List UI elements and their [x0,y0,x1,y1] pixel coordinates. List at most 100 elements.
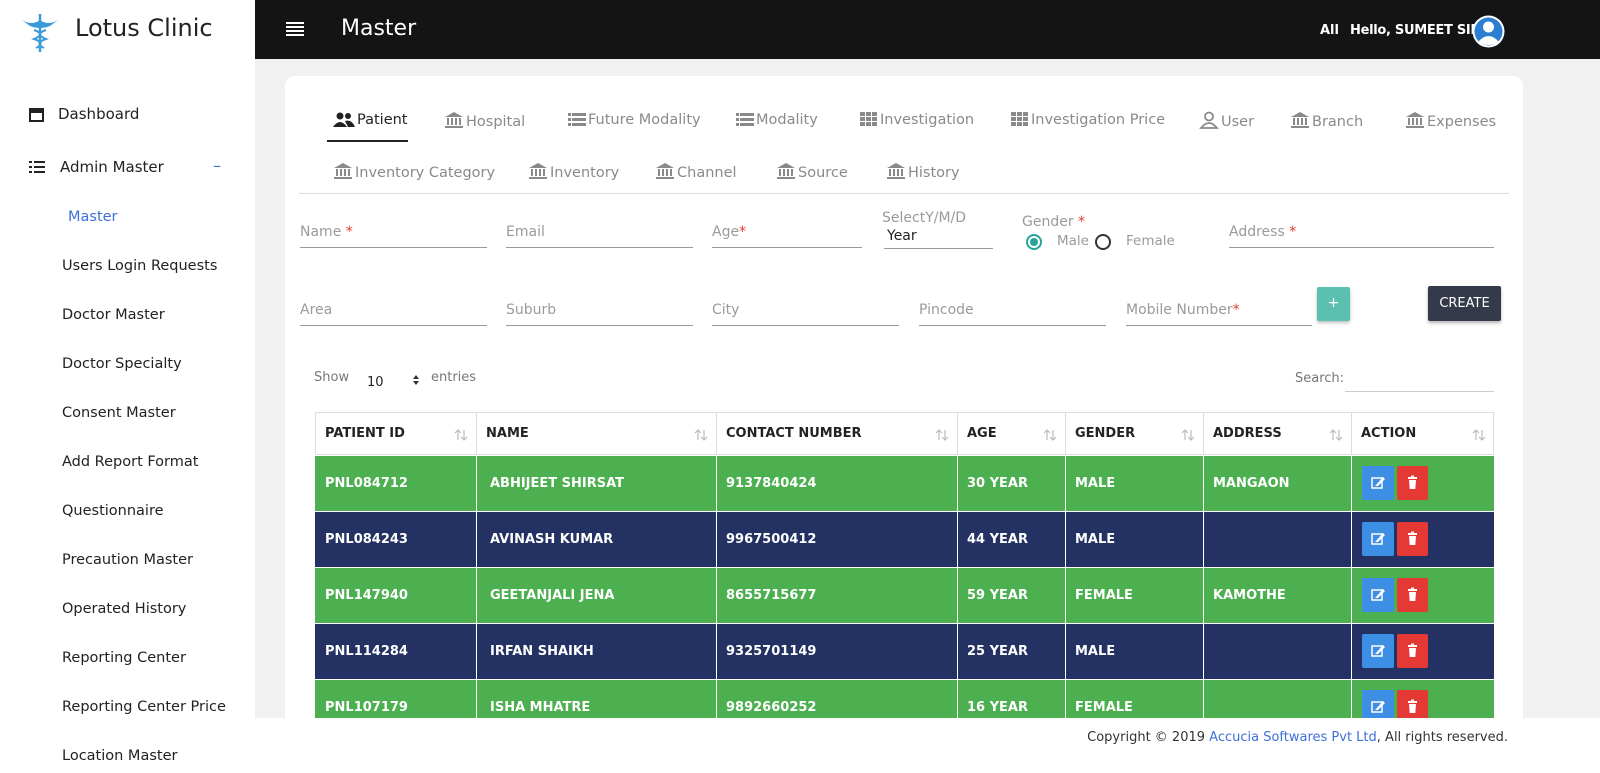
cell-divider [716,456,717,511]
required-mark: * [345,224,353,240]
collapse-toggle[interactable]: – [213,156,221,175]
sort-icon [454,427,468,446]
select-arrows [412,371,420,390]
delete-button[interactable] [1397,578,1428,612]
tab[interactable]: Inventory Category [333,162,495,181]
column-header[interactable]: GENDER [1075,426,1136,441]
tab[interactable]: Hospital [444,111,525,130]
cell-divider [716,512,717,567]
tab[interactable]: Channel [655,162,737,181]
search-input[interactable] [1345,391,1494,392]
field-underline[interactable] [712,247,862,248]
tab[interactable]: Patient [333,111,408,128]
nav-admin-master[interactable]: Admin Master [60,158,164,176]
nav-dashboard[interactable]: Dashboard [58,105,140,123]
cell-divider [476,680,477,718]
edit-button[interactable] [1362,690,1394,718]
field-underline[interactable] [506,247,693,248]
radio[interactable] [1095,234,1111,250]
page-title: Master [341,16,417,41]
column-divider [1351,412,1352,455]
column-header[interactable]: CONTACT NUMBER [726,426,862,441]
table-cell: MALE [1075,476,1116,491]
tab[interactable]: Source [776,162,848,181]
calendar-icon [29,108,44,122]
select-value[interactable]: Year [887,228,917,244]
create-button[interactable]: CREATE [1428,286,1501,321]
tab[interactable]: History [886,162,960,181]
radio-label[interactable]: Male [1057,233,1089,249]
submenu-item[interactable]: Doctor Specialty [62,356,182,372]
tab[interactable]: User [1199,111,1254,130]
delete-button[interactable] [1397,690,1428,718]
submenu-item[interactable]: Master [68,209,118,225]
card: Patient Hospital Future Modality Modality In… [285,76,1523,718]
avatar[interactable] [1472,15,1505,48]
submenu-item[interactable]: Location Master [62,748,178,764]
submenu-item[interactable]: Operated History [62,601,187,617]
greeting[interactable]: Hello, SUMEET SIR [1350,23,1481,38]
field-label: Suburb [506,302,556,318]
field-label: Area [300,302,332,318]
submenu-item[interactable]: Reporting Center [62,650,186,666]
tab-icon [1199,111,1219,129]
submenu-item[interactable]: Questionnaire [62,503,164,519]
field-underline[interactable] [300,247,487,248]
delete-button[interactable] [1397,634,1428,668]
column-header[interactable]: AGE [967,426,997,441]
column-header[interactable]: ACTION [1361,426,1417,441]
table-cell: 16 YEAR [967,700,1028,715]
tab-label: User [1221,114,1255,130]
tab[interactable]: Expenses [1405,111,1496,130]
column-divider [1065,412,1066,455]
submenu-item[interactable]: Reporting Center Price [62,699,226,715]
brand: Lotus Clinic [75,14,213,42]
company-link[interactable]: Accucia Softwares Pvt Ltd [1209,730,1377,745]
edit-button[interactable] [1362,466,1394,500]
tab[interactable]: Future Modality [568,111,701,128]
tab[interactable]: Branch [1290,111,1363,130]
show-label: Show [314,370,350,385]
edit-icon [1371,533,1385,545]
tab-icon [568,113,586,126]
menu-icon[interactable] [286,22,304,36]
field-underline[interactable] [1126,325,1312,326]
radio[interactable] [1026,234,1042,250]
submenu-item[interactable]: Consent Master [62,405,176,421]
table-header [315,412,1494,455]
entries-select[interactable]: 10 [367,375,384,390]
field-underline[interactable] [712,325,899,326]
tab[interactable]: Modality [736,111,818,128]
tab-icon [736,113,754,126]
tab[interactable]: Inventory [528,162,619,181]
column-header[interactable]: NAME [486,426,529,441]
submenu-item[interactable]: Doctor Master [62,307,165,323]
add-button[interactable]: + [1317,287,1350,321]
tab-icon [1011,112,1028,126]
cell-divider [957,680,958,718]
edit-button[interactable] [1362,634,1394,668]
column-header[interactable]: PATIENT ID [325,426,405,441]
field-underline[interactable] [919,325,1106,326]
search-label: Search: [1295,371,1345,386]
field-underline[interactable] [1229,247,1494,248]
column-header[interactable]: ADDRESS [1213,426,1282,441]
filter[interactable]: All [1320,23,1339,38]
tab[interactable]: Investigation Price [1011,111,1165,128]
delete-button[interactable] [1397,522,1428,556]
submenu-item[interactable]: Precaution Master [62,552,194,568]
radio-label[interactable]: Female [1126,233,1175,249]
field-underline[interactable] [506,325,693,326]
table-row [315,568,1494,623]
delete-button[interactable] [1397,466,1428,500]
edit-button[interactable] [1362,522,1394,556]
cell-divider [1065,512,1066,567]
field-underline[interactable] [300,325,487,326]
submenu-item[interactable]: Users Login Requests [62,258,218,274]
submenu-item[interactable]: Add Report Format [62,454,199,470]
copyright-suffix: , All rights reserved. [1376,730,1508,745]
tab-icon [1406,112,1424,128]
tab[interactable]: Investigation [860,111,974,128]
label-text: Age [712,224,740,240]
edit-button[interactable] [1362,578,1394,612]
